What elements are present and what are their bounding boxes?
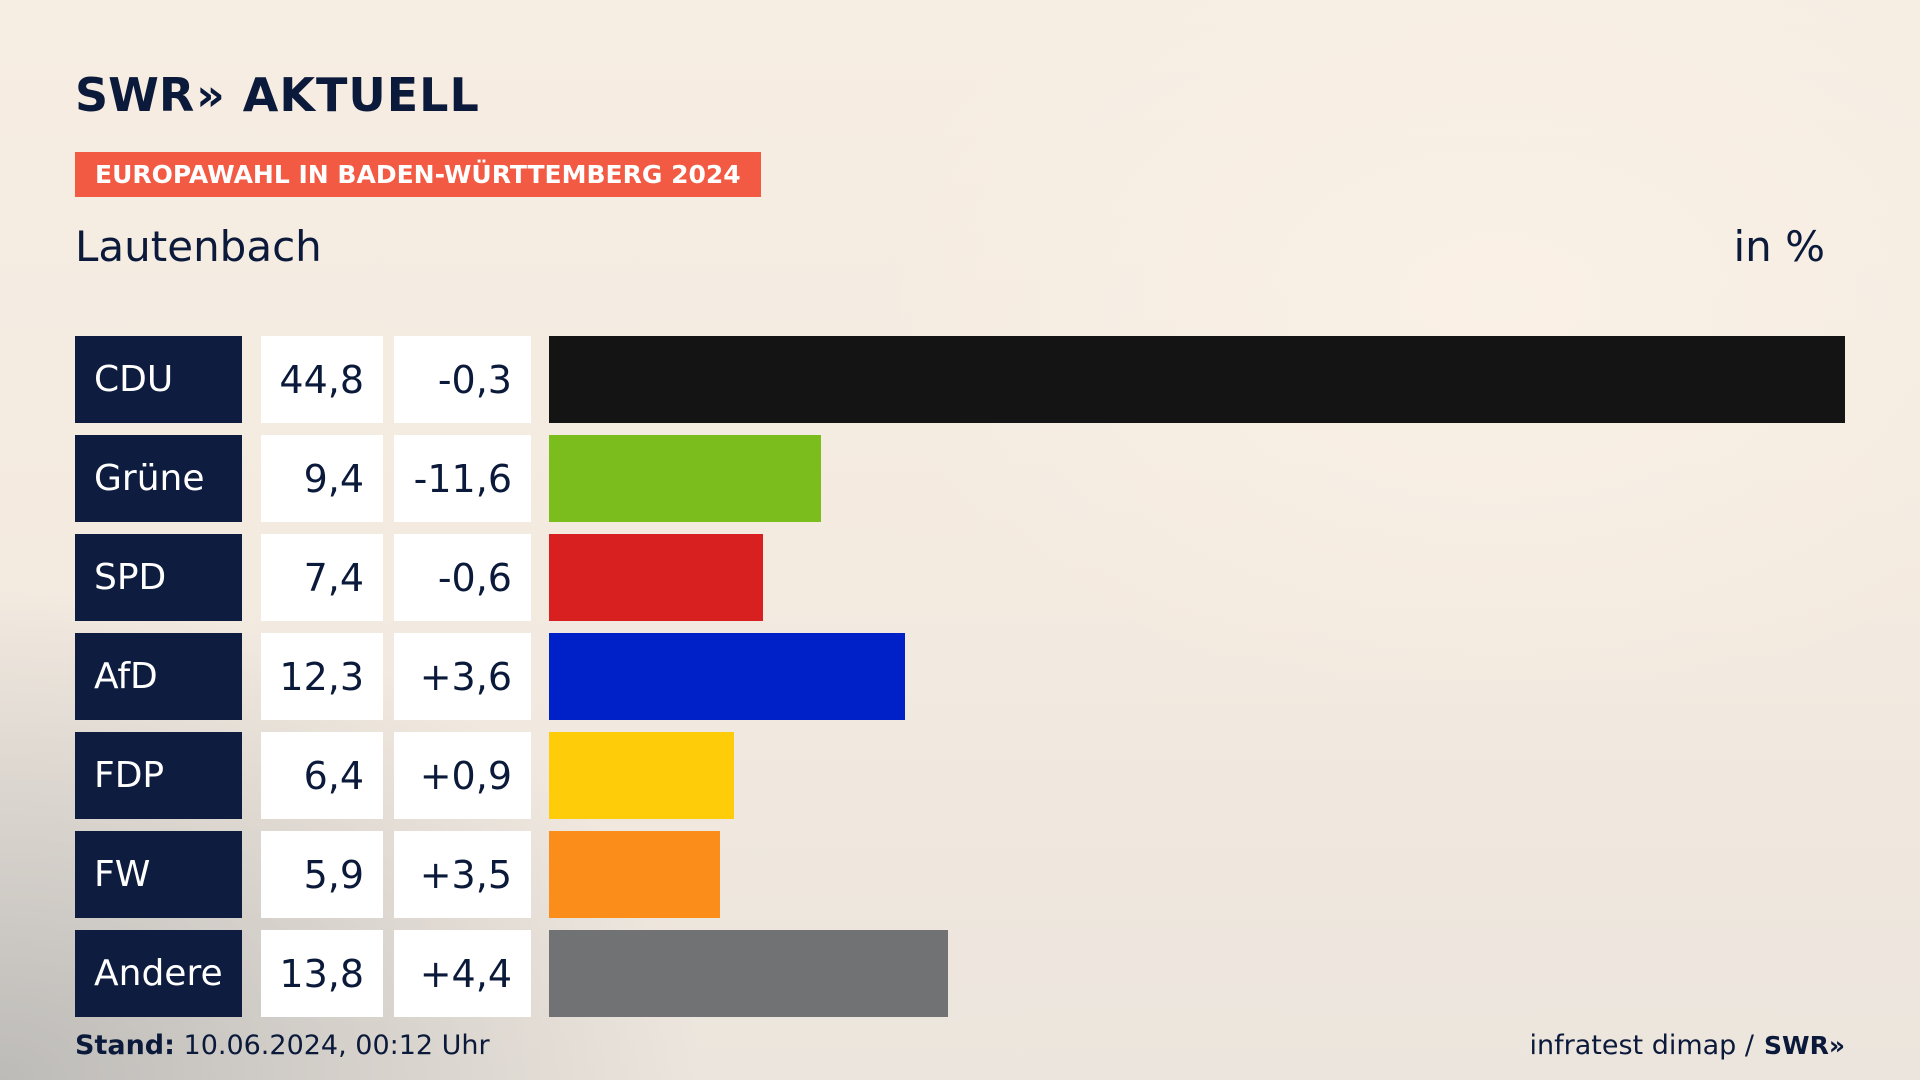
double-chevron-icon: » <box>196 69 225 121</box>
party-label: CDU <box>75 336 242 423</box>
source-credit: infratest dimap / SWR» <box>1530 1030 1846 1061</box>
party-label: Grüne <box>75 435 242 522</box>
bar <box>549 435 821 522</box>
bar-track <box>549 633 1845 720</box>
party-label: Andere <box>75 930 242 1017</box>
change-label: +3,5 <box>394 831 531 918</box>
bar <box>549 534 763 621</box>
chart-row: AfD 12,3 +3,6 <box>75 633 1845 720</box>
change-label: +0,9 <box>394 732 531 819</box>
vote-share-label: 9,4 <box>261 435 383 522</box>
vote-share-label: 12,3 <box>261 633 383 720</box>
chart-title: Lautenbach <box>75 222 322 271</box>
chart-row: Grüne 9,4 -11,6 <box>75 435 1845 522</box>
bar <box>549 633 905 720</box>
bar-track <box>549 831 1845 918</box>
swr-small-logo: SWR» <box>1764 1031 1845 1060</box>
chart-row: FW 5,9 +3,5 <box>75 831 1845 918</box>
bar-track <box>549 534 1845 621</box>
swr-aktuell-logo: SWR » AKTUELL <box>75 68 480 122</box>
party-label: AfD <box>75 633 242 720</box>
change-label: +3,6 <box>394 633 531 720</box>
vote-share-label: 5,9 <box>261 831 383 918</box>
swr-wordmark: SWR <box>75 68 195 122</box>
source-label: infratest dimap / <box>1529 1030 1755 1061</box>
bar <box>549 930 948 1017</box>
chart-row: FDP 6,4 +0,9 <box>75 732 1845 819</box>
bar <box>549 732 734 819</box>
change-label: -0,6 <box>394 534 531 621</box>
party-label: FW <box>75 831 242 918</box>
bar-track <box>549 732 1845 819</box>
bar <box>549 336 1845 423</box>
party-label: SPD <box>75 534 242 621</box>
bar-track <box>549 336 1845 423</box>
vote-share-label: 44,8 <box>261 336 383 423</box>
bar-track <box>549 930 1845 1017</box>
bar <box>549 831 720 918</box>
election-badge: EUROPAWAHL IN BADEN-WÜRTTEMBERG 2024 <box>75 152 761 197</box>
unit-label: in % <box>1733 222 1825 271</box>
chart-row: CDU 44,8 -0,3 <box>75 336 1845 423</box>
chart-row: SPD 7,4 -0,6 <box>75 534 1845 621</box>
vote-share-label: 13,8 <box>261 930 383 1017</box>
change-label: +4,4 <box>394 930 531 1017</box>
bar-track <box>549 435 1845 522</box>
stand-label: Stand: <box>75 1030 175 1061</box>
stand-value: 10.06.2024, 00:12 Uhr <box>183 1030 490 1061</box>
vote-share-label: 7,4 <box>261 534 383 621</box>
vote-share-label: 6,4 <box>261 732 383 819</box>
party-label: FDP <box>75 732 242 819</box>
change-label: -0,3 <box>394 336 531 423</box>
change-label: -11,6 <box>394 435 531 522</box>
aktuell-wordmark: AKTUELL <box>242 68 480 122</box>
timestamp: Stand: 10.06.2024, 00:12 Uhr <box>75 1030 490 1061</box>
chart-row: Andere 13,8 +4,4 <box>75 930 1845 1017</box>
